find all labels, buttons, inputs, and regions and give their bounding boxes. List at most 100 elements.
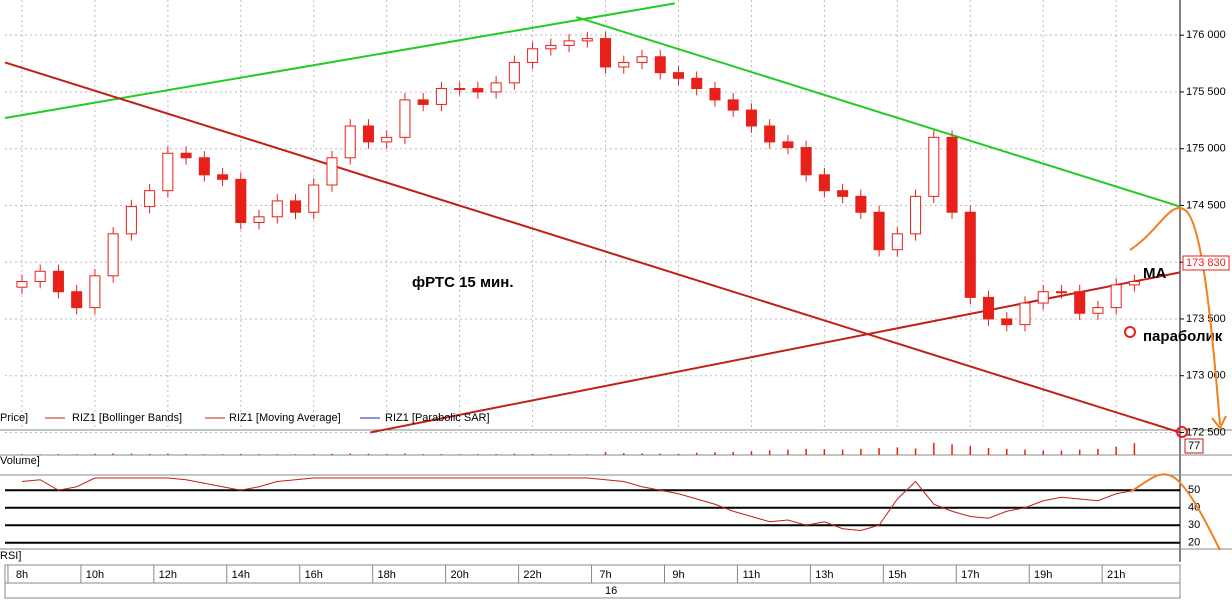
x-tick-label: 14h [232, 569, 250, 581]
candle-body [125, 206, 137, 235]
candle-body [1092, 307, 1104, 314]
candle-body [782, 141, 794, 149]
candle-body [873, 211, 885, 251]
candle-body [1110, 284, 1122, 309]
candle-body [672, 72, 685, 79]
legend-entry: Price] [0, 412, 28, 424]
candle-body [180, 152, 192, 159]
x-tick-label: 17h [961, 569, 979, 581]
last-volume-box [1184, 438, 1204, 454]
candle-body [1001, 318, 1013, 326]
candle-body [928, 136, 940, 197]
candle-body [253, 216, 265, 223]
candle-body [308, 184, 320, 213]
legend-entry: RIZ1 [Parabolic SAR] [385, 412, 490, 424]
candle-body [326, 157, 338, 186]
x-tick-label: 8h [16, 569, 28, 581]
trend-line [576, 16, 1181, 208]
legend-entry: RIZ1 [Bollinger Bands] [72, 412, 182, 424]
trend-line [4, 2, 676, 120]
candle-body [417, 99, 429, 105]
x-tick-label: 22h [523, 569, 541, 581]
candle-body [563, 40, 575, 46]
x-tick-label: 21h [1107, 569, 1125, 581]
y-tick-label: 176 000 [1186, 29, 1226, 41]
candle-body [654, 56, 666, 74]
x-tick-label: 11h [743, 569, 761, 581]
candle-body [600, 38, 612, 68]
y-tick-label: 175 000 [1186, 143, 1226, 155]
y-tick-label: 174 500 [1186, 199, 1226, 211]
candle-body [16, 280, 28, 288]
candle-body [818, 174, 830, 192]
candle-body [745, 109, 757, 127]
candle-body [545, 44, 557, 50]
x-tick-label: 19h [1034, 569, 1052, 581]
candle-body [490, 82, 502, 93]
x-tick-label: 18h [378, 569, 396, 581]
candle-body [1128, 280, 1140, 286]
candle-body [764, 125, 776, 143]
y-tick-label: 172 500 [1186, 426, 1226, 438]
x-tick-label: 16h [305, 569, 323, 581]
candle-body [362, 125, 374, 143]
candle-body [691, 77, 703, 90]
x-tick-label: 15h [888, 569, 906, 581]
candle-body [1074, 291, 1086, 314]
trend-line [4, 61, 1181, 434]
candle-body [982, 296, 995, 320]
candle-body [508, 61, 520, 84]
rsi-tick-label: 50 [1188, 484, 1200, 496]
candle-body [1055, 291, 1067, 294]
x-tick-label: 13h [815, 569, 833, 581]
candle-body [837, 190, 849, 197]
candle-body [454, 88, 466, 91]
candle-body [89, 275, 101, 309]
candle-body [52, 270, 64, 293]
legend-entry: RIZ1 [Moving Average] [229, 412, 341, 424]
rsi-tick-label: 40 [1188, 502, 1200, 514]
candle-body [891, 233, 903, 251]
candle-body [399, 99, 411, 138]
candle-body [1037, 291, 1049, 304]
rsi-tick-label: 30 [1188, 519, 1200, 531]
rsi-tick-label: 20 [1188, 537, 1200, 549]
candle-body [1019, 302, 1031, 326]
x-tick-label: 20h [450, 569, 468, 581]
candle-body [34, 270, 46, 282]
forecast-arrow [1129, 473, 1221, 551]
time-axis-box [4, 564, 1181, 599]
annotation-title: фРТС 15 мин. [412, 274, 514, 291]
marker-circle [1124, 326, 1136, 338]
date-label: 16 [605, 585, 617, 597]
candle-body [946, 136, 958, 213]
annotation-sar: параболик [1143, 328, 1223, 345]
candle-body [581, 38, 593, 42]
x-tick-label: 9h [672, 569, 684, 581]
rsi-label: RSI] [0, 550, 21, 562]
candle-body [636, 56, 648, 63]
last-volume: 77 [1188, 440, 1200, 452]
candle-body [271, 200, 283, 218]
candle-body [527, 48, 539, 63]
last-price-box [1182, 255, 1230, 271]
candle-body [71, 291, 83, 309]
candle-body [217, 174, 229, 180]
candle-body [344, 125, 356, 159]
candle-body [435, 88, 447, 105]
candle-body [162, 152, 174, 192]
arrow-head [1211, 415, 1227, 430]
y-tick-label: 173 500 [1186, 313, 1226, 325]
y-tick-label: 175 500 [1186, 86, 1226, 98]
x-tick-label: 10h [86, 569, 104, 581]
candle-body [235, 178, 247, 223]
y-tick-label: 173 000 [1186, 370, 1226, 382]
candle-body [472, 88, 484, 93]
rsi-line [21, 477, 1135, 532]
last-price: 173 830 [1186, 257, 1226, 269]
annotation-ma: MA [1143, 265, 1166, 282]
candle-body [144, 190, 156, 208]
x-tick-label: 12h [159, 569, 177, 581]
